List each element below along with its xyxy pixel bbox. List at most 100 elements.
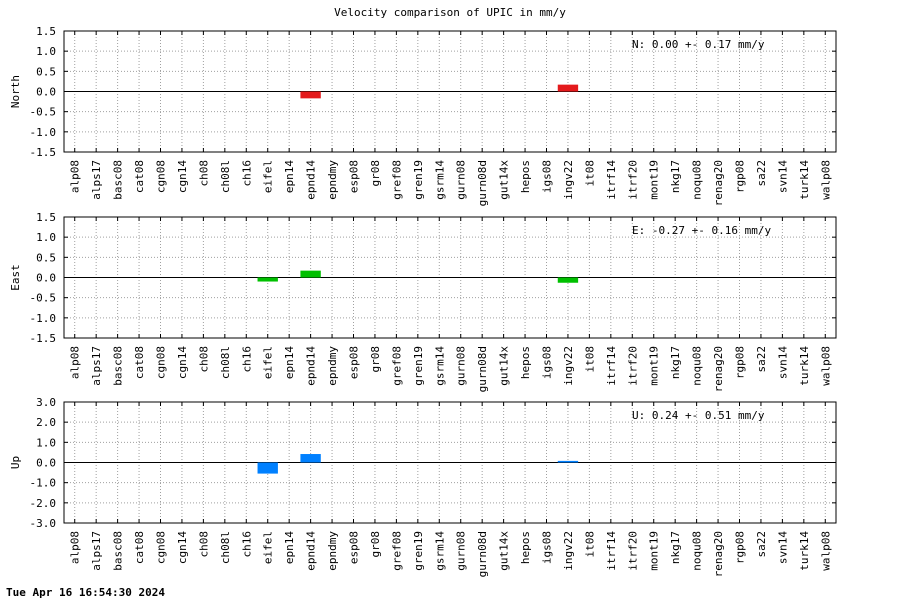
x-tick-label: gr08	[369, 346, 382, 373]
x-tick-label: gut14x	[498, 531, 511, 571]
y-axis-label: North	[9, 75, 22, 108]
x-tick-label: epn14	[283, 531, 296, 564]
x-tick-label: gsrm14	[433, 346, 446, 386]
y-axis-label: Up	[9, 456, 22, 469]
x-tick-label: noqu08	[691, 531, 704, 571]
x-tick-label: cat08	[133, 346, 146, 379]
x-tick-label: hepos	[519, 531, 532, 564]
y-tick-label: -3.0	[30, 517, 57, 530]
x-tick-label: eifel	[262, 531, 275, 564]
y-tick-label: -1.0	[30, 126, 57, 139]
y-tick-label: 1.5	[36, 25, 56, 38]
bar-eifel	[257, 462, 278, 474]
x-tick-label: epndmy	[326, 346, 339, 386]
x-tick-label: cat08	[133, 531, 146, 564]
x-tick-label: walp08	[819, 160, 832, 200]
x-tick-label: nkg17	[669, 531, 682, 564]
x-tick-label: gren19	[412, 346, 425, 386]
x-tick-label: gr08	[369, 531, 382, 558]
stats-annotation: U: 0.24 +- 0.51 mm/y	[632, 409, 765, 422]
x-tick-label: epn14	[283, 346, 296, 379]
stats-annotation: N: 0.00 +- 0.17 mm/y	[632, 38, 765, 51]
y-tick-label: 0.0	[36, 86, 56, 99]
x-tick-label: walp08	[819, 346, 832, 386]
x-tick-label: svn14	[776, 346, 789, 379]
x-tick-label: gut14x	[498, 160, 511, 200]
x-tick-label: itrf20	[626, 531, 639, 571]
chart-title: Velocity comparison of UPIC in mm/y	[334, 6, 566, 19]
x-tick-label: cgn08	[155, 531, 168, 564]
y-tick-label: 1.0	[36, 45, 56, 58]
x-tick-label: hepos	[519, 346, 532, 379]
x-tick-label: esp08	[348, 346, 361, 379]
x-tick-label: alps17	[90, 531, 103, 571]
x-tick-label: noqu08	[691, 346, 704, 386]
x-tick-label: hepos	[519, 160, 532, 193]
y-tick-label: 1.0	[36, 231, 56, 244]
x-tick-label: gren19	[412, 160, 425, 200]
bar-eifel	[257, 277, 278, 282]
y-tick-label: 1.5	[36, 211, 56, 224]
x-tick-label: ch08	[197, 346, 210, 373]
x-tick-label: itrf14	[605, 346, 618, 386]
bar-epnd14	[300, 91, 321, 99]
bar-epnd14	[300, 454, 321, 463]
x-tick-label: epndmy	[326, 160, 339, 200]
x-tick-label: turk14	[798, 160, 811, 200]
x-tick-label: ingv22	[562, 160, 575, 200]
x-tick-label: turk14	[798, 531, 811, 571]
x-tick-label: gsrm14	[433, 160, 446, 200]
x-tick-label: epnd14	[305, 160, 318, 200]
x-tick-label: gurn08	[455, 346, 468, 386]
bar-ingv22	[557, 277, 579, 283]
x-tick-label: ch16	[240, 531, 253, 558]
plot-frame	[63, 30, 837, 153]
y-tick-label: -0.5	[30, 106, 57, 119]
x-tick-label: eifel	[262, 160, 275, 193]
y-tick-label: -1.5	[30, 332, 57, 345]
x-tick-label: ch08l	[219, 531, 232, 564]
x-tick-label: cgn14	[176, 346, 189, 379]
y-tick-label: 2.0	[36, 416, 56, 429]
x-tick-label: alps17	[90, 160, 103, 200]
y-tick-label: 3.0	[36, 396, 56, 409]
y-tick-label: -1.0	[30, 477, 57, 490]
x-tick-label: igs08	[541, 346, 554, 379]
y-tick-label: -1.5	[30, 146, 57, 159]
x-tick-label: gren19	[412, 531, 425, 571]
x-tick-label: sa22	[755, 160, 768, 187]
y-tick-label: 1.0	[36, 436, 56, 449]
x-tick-label: gsrm14	[433, 531, 446, 571]
x-tick-label: sa22	[755, 346, 768, 373]
x-tick-label: igs08	[541, 531, 554, 564]
x-tick-label: epnd14	[305, 346, 318, 386]
x-tick-label: epnd14	[305, 531, 318, 571]
x-tick-label: it08	[583, 531, 596, 558]
stats-annotation: E: -0.27 +- 0.16 mm/y	[632, 224, 771, 237]
y-tick-label: -1.0	[30, 312, 57, 325]
timestamp: Tue Apr 16 16:54:30 2024	[6, 586, 165, 599]
x-tick-label: esp08	[348, 160, 361, 193]
x-tick-label: svn14	[776, 531, 789, 564]
x-tick-label: renag20	[712, 531, 725, 577]
x-tick-label: svn14	[776, 160, 789, 193]
x-tick-label: ch08l	[219, 346, 232, 379]
x-tick-label: itrf14	[605, 160, 618, 200]
y-axis-label: East	[9, 264, 22, 291]
x-tick-label: gref08	[390, 160, 403, 200]
x-tick-label: cgn14	[176, 531, 189, 564]
x-tick-label: ch08l	[219, 160, 232, 193]
x-tick-label: itrf20	[626, 346, 639, 386]
x-tick-label: esp08	[348, 531, 361, 564]
x-tick-label: ch16	[240, 346, 253, 373]
x-tick-label: basc08	[112, 531, 125, 571]
x-tick-label: itrf14	[605, 531, 618, 571]
x-tick-label: rgp08	[734, 346, 747, 379]
x-tick-label: cgn08	[155, 346, 168, 379]
x-tick-label: gurn08	[455, 531, 468, 571]
x-tick-label: noqu08	[691, 160, 704, 200]
x-tick-label: gurn08d	[476, 346, 489, 392]
x-tick-label: gut14x	[498, 346, 511, 386]
x-tick-label: turk14	[798, 346, 811, 386]
x-tick-label: ch08	[197, 160, 210, 187]
